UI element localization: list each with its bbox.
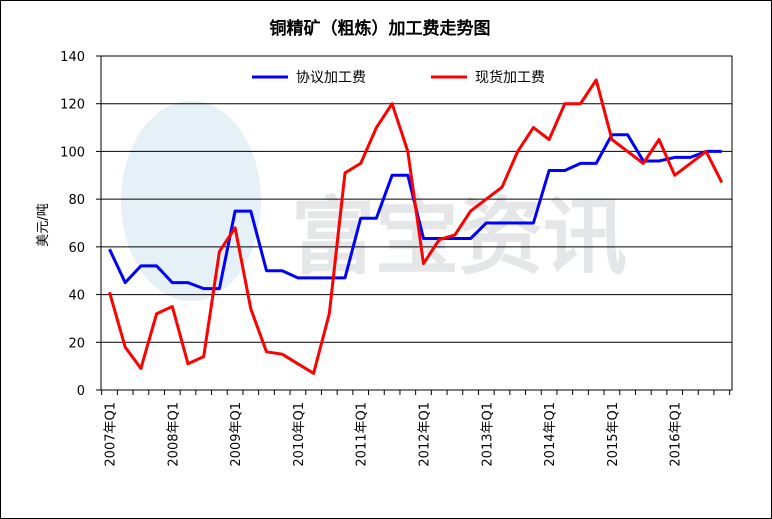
watermark-logo bbox=[121, 101, 261, 301]
x-tick-label: 2011年Q1 bbox=[355, 402, 370, 467]
x-tick-label: 2016年Q1 bbox=[669, 402, 684, 467]
series-lines bbox=[108, 78, 724, 375]
legend-label: 协议加工费 bbox=[296, 70, 366, 86]
y-tick-label: 20 bbox=[68, 336, 85, 351]
gridlines bbox=[101, 103, 732, 343]
x-axis-ticks: 2007年Q1 2008年Q1 2009年Q1 2010年Q1 2011年Q1 2012年… bbox=[101, 390, 731, 467]
plot-area-border bbox=[100, 55, 733, 391]
legend-label: 现货加工费 bbox=[475, 69, 545, 86]
x-tick-label: 2013年Q1 bbox=[480, 402, 495, 467]
y-tick-label: 40 bbox=[68, 289, 85, 304]
legend: 协议加工费 现货加工费 bbox=[252, 69, 545, 86]
y-axis-label: 美元/吨 bbox=[36, 203, 51, 246]
y-tick-label: 80 bbox=[68, 193, 85, 208]
y-tick-label: 120 bbox=[60, 98, 85, 113]
x-tick-label: 2014年Q1 bbox=[543, 402, 558, 467]
y-tick-label: 60 bbox=[68, 241, 85, 256]
x-tick-label: 2007年Q1 bbox=[104, 402, 119, 467]
chart-title: 铜精矿（粗炼）加工费走势图 bbox=[270, 18, 491, 39]
x-tick-label: 2012年Q1 bbox=[418, 402, 433, 467]
x-tick-label: 2009年Q1 bbox=[229, 402, 244, 467]
y-tick-label: 0 bbox=[77, 384, 85, 399]
x-tick-label: 2010年Q1 bbox=[292, 402, 307, 467]
x-tick-label: 2015年Q1 bbox=[606, 402, 621, 467]
y-axis-ticks: 0 20 40 60 80 100 120 140 bbox=[60, 50, 101, 399]
y-tick-label: 100 bbox=[60, 145, 85, 160]
x-tick-label: 2008年Q1 bbox=[166, 402, 181, 467]
series-line bbox=[108, 78, 724, 375]
y-tick-label: 140 bbox=[60, 50, 85, 65]
